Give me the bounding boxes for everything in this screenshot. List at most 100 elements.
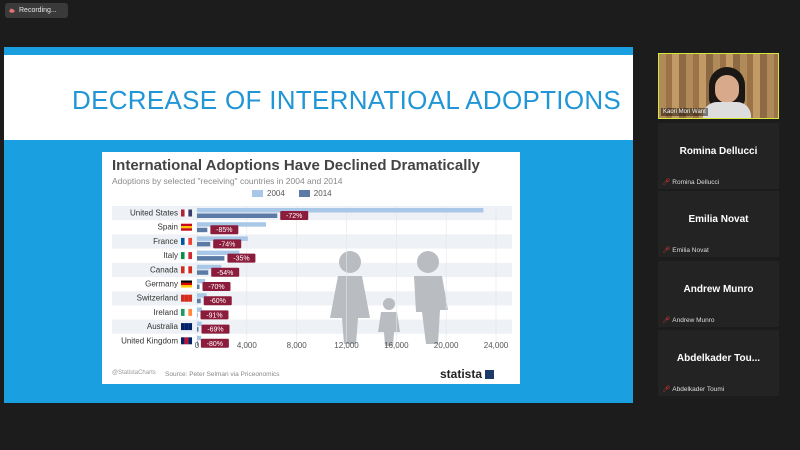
- country-flag-icon: [181, 209, 185, 217]
- change-label: -69%: [207, 327, 223, 334]
- participant-name: Abdelkader Tou...: [676, 353, 761, 364]
- country-flag-icon: [181, 226, 192, 229]
- x-tick-label: 24,000: [484, 341, 509, 350]
- country-flag-icon: [184, 252, 189, 260]
- participant-tile[interactable]: Romina Dellucci 🎤︎ Romina Dellucci: [658, 123, 779, 189]
- country-flag-icon: [181, 252, 185, 260]
- change-label: -91%: [206, 312, 222, 319]
- change-label: -60%: [210, 298, 226, 305]
- change-label: -70%: [208, 284, 224, 291]
- participant-tile[interactable]: Emilia Novat 🎤︎ Emilia Novat: [658, 191, 779, 257]
- category-label: Switzerland: [137, 294, 178, 303]
- statista-logo: statista: [440, 367, 495, 381]
- change-badge: [280, 211, 309, 220]
- category-label: Germany: [145, 280, 178, 289]
- child-silhouette-body: [378, 312, 400, 346]
- child-silhouette-head: [383, 298, 395, 310]
- participant-name: Emilia Novat: [688, 214, 749, 225]
- bar-2014: [197, 284, 200, 289]
- slide-title-band: [4, 55, 633, 140]
- bar-2004: [197, 321, 202, 327]
- participant-face: [715, 75, 739, 103]
- change-badge: [210, 225, 239, 235]
- adult-silhouette-body: [330, 276, 370, 344]
- country-flag-icon: [181, 282, 192, 286]
- change-label: -54%: [217, 270, 233, 277]
- change-label: -85%: [216, 227, 232, 234]
- participant-label: 🎤︎ Andrew Munro: [662, 317, 715, 324]
- cloud-recording-icon: [9, 8, 15, 13]
- country-flag-icon: [184, 308, 189, 316]
- bar-2004: [197, 293, 207, 298]
- bar-2014: [197, 341, 198, 346]
- country-flag-icon: [188, 266, 193, 274]
- participant-tile[interactable]: Abdelkader Tou... 🎤︎ Abdelkader Toumi: [658, 330, 779, 396]
- country-flag-icon: [181, 294, 185, 302]
- country-flag-icon: [188, 294, 193, 302]
- chart-legend: 2004 2014: [252, 189, 332, 198]
- change-label: -80%: [207, 341, 223, 348]
- country-flag-icon: [181, 223, 192, 227]
- country-flag-icon: [181, 237, 185, 245]
- recording-indicator[interactable]: Recording...: [5, 3, 68, 18]
- statista-handle: @StatistaCharts: [112, 370, 156, 376]
- country-flag-icon: [188, 252, 193, 260]
- participant-tile[interactable]: Andrew Munro 🎤︎ Andrew Munro: [658, 261, 779, 327]
- country-flag-icon: [184, 337, 189, 345]
- bar-2014: [197, 241, 211, 247]
- bar-2004: [197, 208, 484, 213]
- muted-mic-icon: 🎤︎: [662, 386, 671, 393]
- participant-label: 🎤︎ Romina Dellucci: [662, 179, 720, 186]
- change-badge: [201, 324, 230, 334]
- bar-2014: [197, 327, 199, 332]
- change-badge: [202, 282, 231, 291]
- country-flag-icon: [181, 280, 192, 283]
- country-flag-icon: [188, 308, 193, 316]
- change-badge: [200, 310, 229, 320]
- bar-2004: [197, 335, 202, 341]
- active-speaker-video[interactable]: Kaori Mori Want: [658, 53, 779, 119]
- change-badge: [227, 253, 256, 263]
- country-flag-icon: [184, 209, 189, 217]
- legend-item-2004: 2004: [252, 189, 285, 198]
- country-flag-icon: [184, 266, 189, 274]
- x-tick-label: 12,000: [334, 341, 359, 350]
- adult-silhouette-head: [417, 251, 439, 273]
- category-label: Italy: [163, 251, 178, 260]
- change-badge: [211, 267, 240, 277]
- change-badge: [203, 296, 232, 306]
- country-flag-icon: [188, 337, 193, 345]
- bar-2004: [197, 222, 267, 227]
- participant-shirt: [703, 102, 751, 118]
- country-flag-icon: [188, 323, 193, 331]
- bar-2004: [197, 279, 206, 284]
- change-badge: [213, 239, 242, 249]
- adult-silhouette-body: [414, 276, 448, 344]
- x-tick-label: 20,000: [434, 341, 459, 350]
- country-flag-icon: [184, 294, 189, 302]
- category-label: Australia: [147, 322, 179, 331]
- participant-label: 🎤︎ Emilia Novat: [662, 247, 709, 254]
- chart-subtitle: Adoptions by selected "receiving" countr…: [112, 176, 343, 186]
- country-flag-icon: [181, 337, 185, 345]
- bar-2014: [197, 270, 209, 275]
- country-flag-icon: [181, 285, 192, 288]
- category-label: United Kingdom: [121, 336, 178, 345]
- country-flag-icon: [188, 237, 193, 245]
- country-flag-icon: [181, 308, 185, 316]
- recording-label: Recording...: [19, 7, 57, 14]
- active-speaker-name: Kaori Mori Want: [661, 108, 708, 116]
- change-badge: [200, 338, 229, 348]
- country-flag-icon: [181, 266, 185, 274]
- country-flag-icon: [188, 209, 193, 217]
- x-tick-label: 8,000: [287, 341, 308, 350]
- legend-item-2014: 2014: [298, 189, 332, 198]
- bar-2004: [197, 236, 248, 241]
- adult-silhouette-head: [339, 251, 361, 273]
- bar-2004: [197, 307, 202, 312]
- participant-name: Andrew Munro: [683, 284, 754, 295]
- country-flag-icon: [184, 323, 189, 331]
- category-label: France: [153, 237, 178, 246]
- bar-2014: [197, 213, 278, 218]
- change-label: -74%: [219, 241, 235, 248]
